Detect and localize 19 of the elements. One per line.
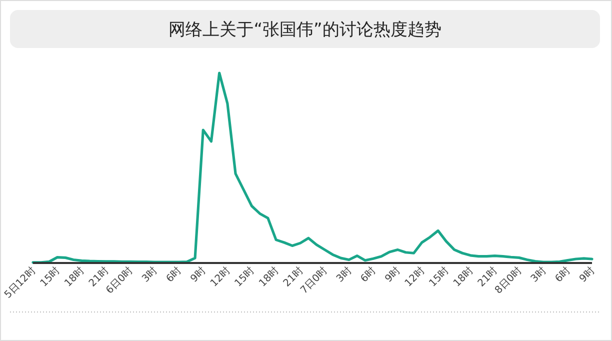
x-tick-label: 6时 [358, 264, 378, 285]
x-tick-label: 12时 [402, 264, 427, 290]
x-tick-label: 18时 [451, 264, 476, 290]
x-tick-label: 15时 [232, 264, 257, 290]
x-tick-label: 9时 [188, 264, 208, 285]
x-tick-label: 6时 [552, 264, 573, 285]
x-tick-label: 15时 [426, 264, 452, 290]
x-tick-label: 3时 [334, 264, 354, 285]
x-tick-label: 5日12时 [2, 264, 38, 301]
chart-title: 网络上关于“张国伟”的讨论热度趋势 [168, 20, 442, 40]
x-tick-label: 3时 [140, 264, 160, 285]
x-tick-label: 9时 [382, 264, 403, 285]
x-tick-label: 9时 [577, 264, 598, 285]
x-tick-label: 6时 [164, 264, 184, 285]
x-tick-label: 18时 [256, 264, 282, 290]
x-tick-label: 12时 [208, 264, 233, 290]
x-tick-label: 15时 [38, 264, 62, 290]
x-tick-label: 3时 [528, 264, 549, 285]
x-tick-label: 18时 [62, 264, 87, 290]
